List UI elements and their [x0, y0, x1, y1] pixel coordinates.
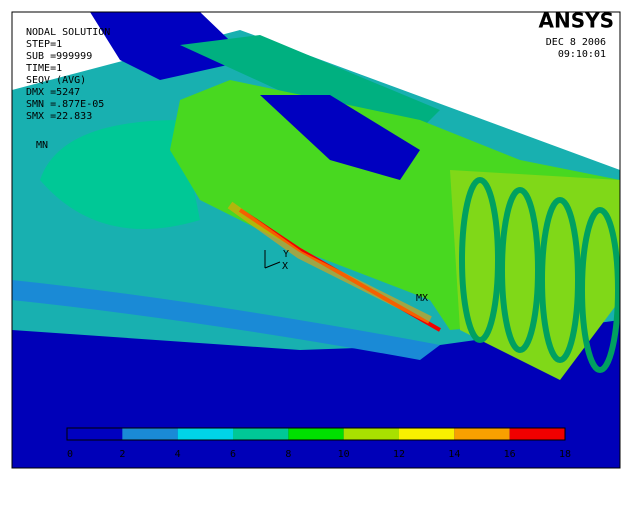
legend-tick-label: 14	[448, 449, 460, 460]
stress-band	[227, 201, 432, 324]
legend-tick-label: 10	[338, 449, 350, 460]
legend-swatch	[509, 428, 565, 440]
date: DEC 8 2006	[546, 37, 606, 48]
info-line: STEP=1	[26, 39, 62, 50]
upper-part	[90, 12, 250, 80]
legend-swatch	[122, 428, 178, 440]
legend-tick-label: 4	[175, 449, 181, 460]
legend-tick-label: 8	[285, 449, 291, 460]
info-line: DMX =5247	[26, 87, 80, 98]
legend-swatch	[454, 428, 510, 440]
base-region	[12, 300, 620, 468]
legend-tick-label: 0	[67, 449, 73, 460]
info-line: SMX =22.833	[26, 111, 92, 122]
legend-tick-label: 2	[119, 449, 125, 460]
info-line: NODAL SOLUTION	[26, 27, 110, 38]
legend: 0 2 4 6 8 10 12 14 16 18	[66, 427, 571, 460]
model	[12, 12, 620, 468]
legend-swatch	[177, 428, 233, 440]
legend-tick-label: 18	[559, 449, 571, 460]
brand: ANSYS	[538, 9, 614, 33]
legend-swatch	[233, 428, 289, 440]
legend-tick-label: 16	[504, 449, 516, 460]
legend-swatch	[343, 428, 399, 440]
top-block	[180, 35, 440, 130]
legend-tick-label: 12	[393, 449, 405, 460]
slot	[260, 95, 420, 180]
ring-lines	[459, 177, 620, 373]
plate-edge	[12, 280, 440, 360]
frame-border	[11, 11, 621, 469]
legend-swatch	[399, 428, 455, 440]
legend-swatch	[288, 428, 344, 440]
info-line: SEQV (AVG)	[26, 75, 86, 86]
legend-swatch	[67, 428, 123, 440]
triad-x	[264, 261, 281, 269]
info-line: SMN =.877E-05	[26, 99, 104, 110]
max-marker: MX	[416, 293, 428, 304]
time: 09:10:01	[558, 49, 606, 60]
triad-x-label: X	[282, 261, 288, 272]
info-line: TIME=1	[26, 63, 62, 74]
min-marker: MN	[36, 140, 48, 151]
triad-y-label: Y	[283, 249, 289, 260]
legend-border	[66, 427, 566, 441]
legend-tick-label: 6	[230, 449, 236, 460]
info-line: SUB =999999	[26, 51, 92, 62]
fan-region	[40, 120, 200, 229]
